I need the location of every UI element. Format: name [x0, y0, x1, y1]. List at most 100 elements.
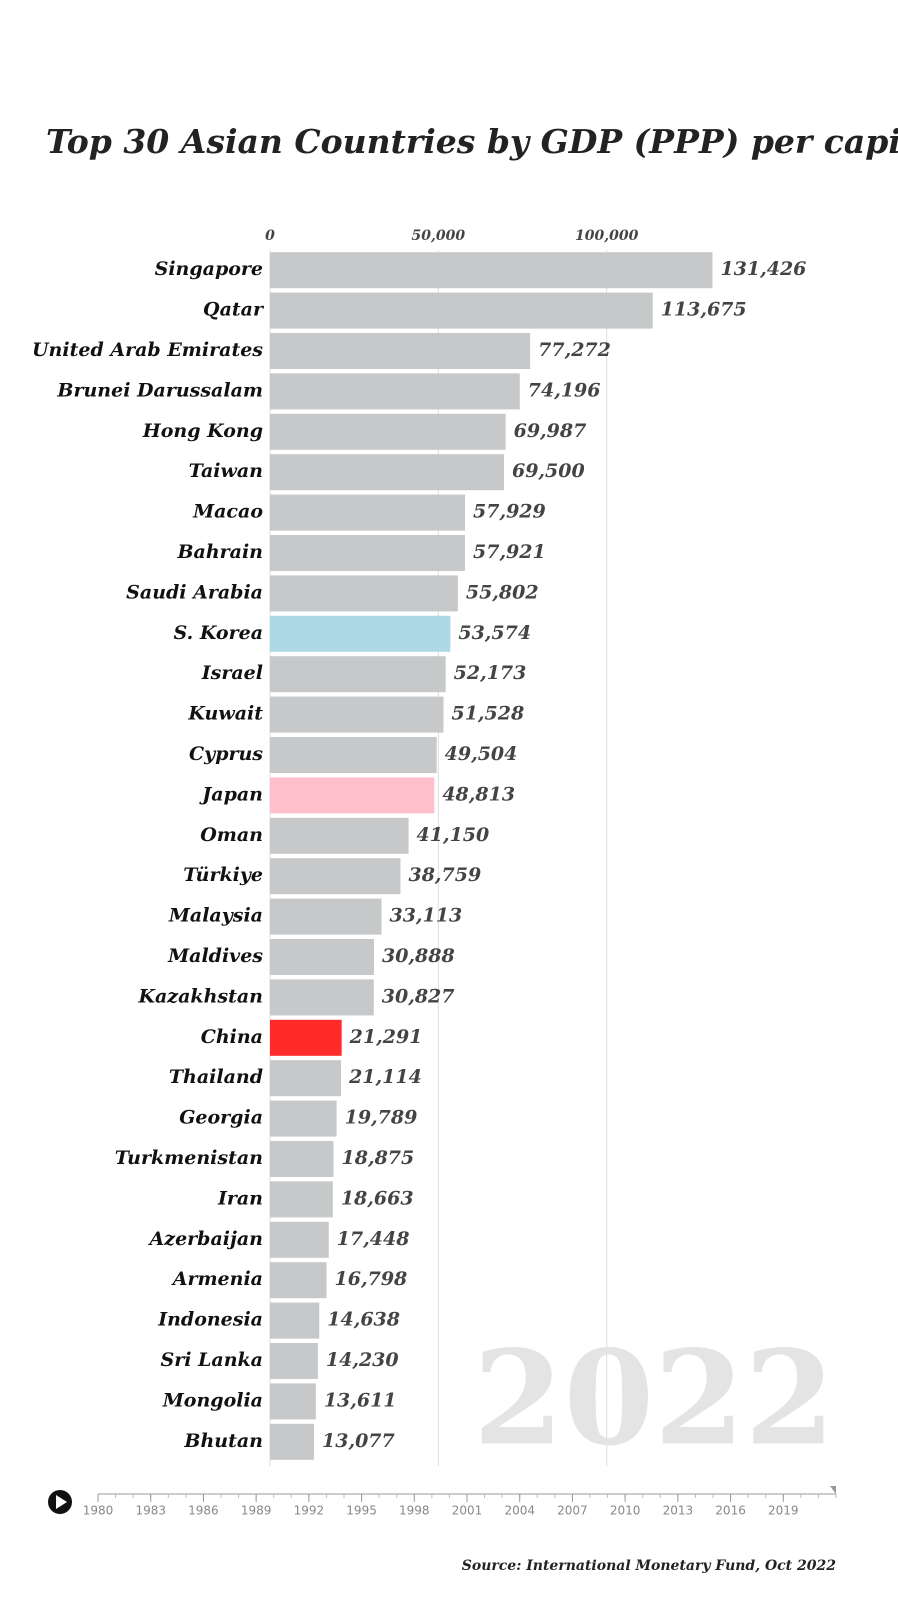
value-label: 51,528 — [451, 703, 524, 725]
category-label: Cyprus — [189, 743, 263, 765]
bar — [270, 858, 401, 895]
category-label: Macao — [192, 501, 263, 523]
bar — [270, 1383, 316, 1420]
value-label: 41,150 — [417, 824, 490, 846]
bar — [270, 454, 504, 491]
value-label: 69,500 — [512, 460, 585, 482]
bar — [270, 1343, 318, 1379]
bar — [270, 535, 466, 571]
timeline-label: 2019 — [768, 1504, 799, 1518]
category-label: Thailand — [169, 1066, 263, 1088]
category-label: Kuwait — [187, 703, 263, 725]
category-label: Oman — [200, 824, 263, 846]
value-label: 30,827 — [382, 985, 455, 1007]
timeline-label: 1983 — [135, 1504, 166, 1518]
category-label: Iran — [217, 1187, 263, 1209]
value-label: 113,675 — [661, 299, 747, 321]
value-label: 57,921 — [473, 541, 546, 563]
bar — [270, 494, 466, 531]
category-label: United Arab Emirates — [32, 339, 263, 361]
bar — [270, 1060, 342, 1097]
value-label: 14,638 — [327, 1309, 400, 1331]
bar — [270, 413, 506, 450]
bar — [270, 615, 451, 652]
bar — [270, 656, 446, 693]
bar — [270, 292, 653, 329]
bar — [270, 1141, 334, 1177]
value-label: 21,291 — [349, 1026, 423, 1048]
category-label: Israel — [201, 662, 263, 684]
value-label: 52,173 — [454, 662, 527, 684]
bar — [270, 817, 409, 854]
category-label: Maldives — [167, 945, 263, 967]
category-label: Brunei Darussalam — [56, 379, 263, 401]
category-label: Saudi Arabia — [126, 581, 263, 603]
category-label: Taiwan — [189, 460, 263, 482]
category-label: Singapore — [155, 258, 263, 280]
bar — [270, 252, 713, 289]
category-label: Azerbaijan — [148, 1228, 263, 1250]
bar — [270, 979, 374, 1016]
value-label: 14,230 — [326, 1349, 399, 1371]
value-label: 13,611 — [324, 1389, 397, 1411]
timeline-handle[interactable] — [830, 1486, 836, 1494]
x-tick-label: 100,000 — [575, 228, 639, 244]
value-label: 30,888 — [382, 945, 455, 967]
category-label: Qatar — [203, 299, 265, 321]
category-label: Sri Lanka — [160, 1349, 263, 1371]
timeline-label: 1980 — [83, 1504, 114, 1518]
value-label: 53,574 — [458, 622, 531, 644]
value-label: 19,789 — [345, 1107, 418, 1129]
timeline-label: 1998 — [399, 1504, 430, 1518]
timeline-label: 2007 — [557, 1504, 588, 1518]
value-label: 77,272 — [538, 339, 611, 361]
timeline-label: 1986 — [188, 1504, 219, 1518]
bar — [270, 898, 382, 935]
value-label: 18,663 — [341, 1187, 414, 1209]
value-label: 16,798 — [335, 1268, 408, 1290]
value-label: 49,504 — [445, 743, 518, 765]
x-tick-label: 50,000 — [412, 228, 466, 244]
chart-title: Top 30 Asian Countries by GDP (PPP) per … — [46, 122, 898, 161]
value-label: 55,802 — [466, 581, 539, 603]
value-label: 21,114 — [348, 1066, 422, 1088]
category-label: Malaysia — [168, 905, 263, 927]
bar — [270, 777, 435, 814]
play-icon — [56, 1495, 67, 1509]
bar — [270, 575, 458, 612]
timeline-label: 2010 — [610, 1504, 641, 1518]
bar — [270, 333, 531, 369]
timeline-label: 2013 — [663, 1504, 694, 1518]
bar — [270, 737, 437, 773]
timeline-label: 1989 — [241, 1504, 272, 1518]
bar — [270, 1423, 315, 1460]
timeline-label: 2004 — [504, 1504, 535, 1518]
bar — [270, 1302, 320, 1339]
value-label: 131,426 — [720, 258, 806, 280]
x-tick-label: 0 — [265, 228, 275, 244]
category-label: Bahrain — [176, 541, 263, 563]
value-label: 18,875 — [342, 1147, 415, 1169]
bar — [270, 1019, 342, 1056]
category-label: Indonesia — [157, 1309, 263, 1331]
category-label: China — [201, 1026, 263, 1048]
category-label: Kazakhstan — [137, 985, 263, 1007]
value-label: 57,929 — [473, 501, 546, 523]
timeline-label: 2016 — [715, 1504, 746, 1518]
timeline-label: 1995 — [346, 1504, 377, 1518]
value-label: 74,196 — [528, 379, 601, 401]
category-label: Japan — [199, 783, 263, 805]
value-label: 48,813 — [442, 783, 515, 805]
value-label: 33,113 — [389, 905, 462, 927]
category-label: Hong Kong — [142, 420, 263, 442]
bar — [270, 696, 444, 733]
source: Source: International Monetary Fund, Oct… — [462, 1558, 836, 1574]
category-label: Mongolia — [162, 1389, 263, 1411]
bar — [270, 1221, 329, 1258]
bar — [270, 373, 520, 410]
value-label: 17,448 — [337, 1228, 410, 1250]
value-label: 69,987 — [514, 420, 587, 442]
bar — [270, 939, 374, 975]
bar — [270, 1262, 327, 1299]
